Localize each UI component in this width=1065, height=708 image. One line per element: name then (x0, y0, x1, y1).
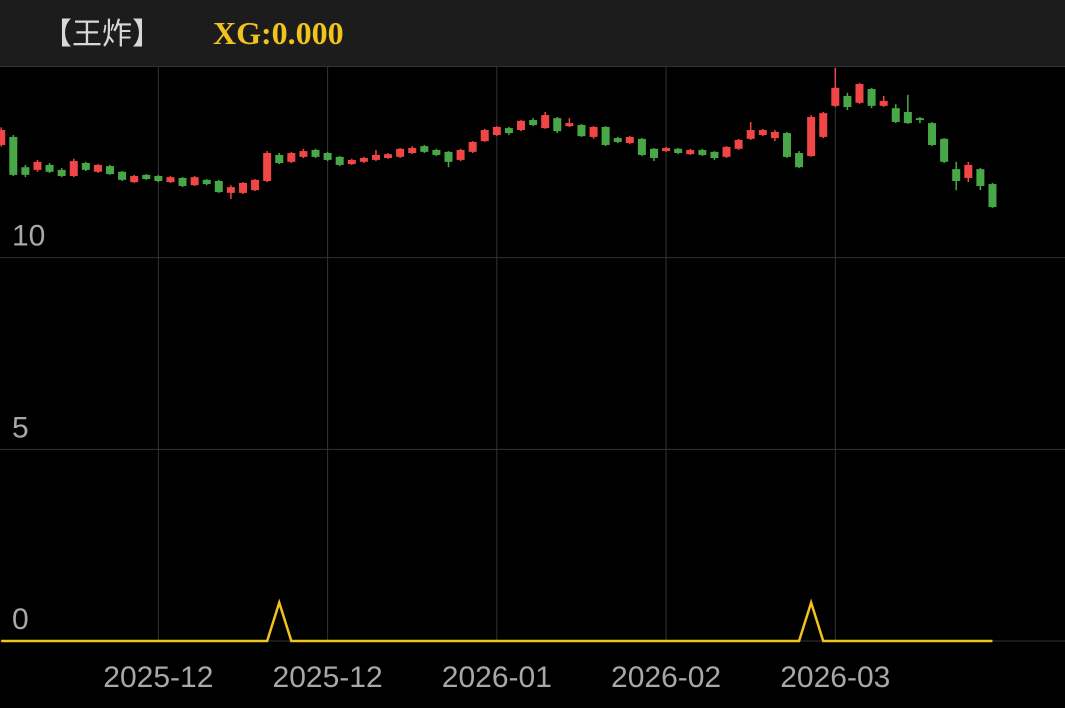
candle-body (69, 161, 78, 177)
candle-body (299, 151, 308, 157)
candle-body (384, 154, 393, 158)
header-bar (0, 0, 1065, 66)
candle-body (674, 148, 683, 154)
candle-body (202, 179, 211, 185)
candle-body (166, 177, 175, 183)
candle-body (275, 154, 284, 163)
candle-body (45, 164, 54, 172)
candle-body (928, 123, 937, 145)
candle-body (396, 148, 405, 157)
indicator-title: 【王炸】 (42, 18, 162, 51)
candle-body (734, 139, 743, 149)
candle-body (637, 138, 646, 155)
candle-body (492, 126, 501, 135)
candle-body (432, 149, 441, 155)
candle-body (976, 169, 985, 186)
candle-body (867, 89, 876, 106)
candle-body (952, 169, 961, 181)
candle-body (420, 146, 429, 152)
candle-body (190, 177, 199, 186)
candle-body (21, 167, 30, 175)
candle-body (795, 153, 804, 168)
candle-body (444, 151, 453, 162)
candle-body (940, 138, 949, 162)
candle-body (263, 153, 272, 181)
candle-body (589, 126, 598, 137)
candle-body (662, 148, 671, 152)
candle-body (565, 123, 574, 127)
candle-body (915, 118, 924, 121)
candle-body (456, 149, 465, 160)
candle-body (891, 108, 900, 122)
candle-body (625, 136, 634, 144)
candle-body (964, 164, 973, 178)
candle-body (698, 149, 707, 155)
candle-body (577, 125, 586, 137)
candle-body (613, 138, 622, 142)
candle-body (226, 187, 235, 193)
x-tick-label: 2026-03 (780, 661, 890, 694)
candle-body (142, 174, 151, 180)
candle-body (782, 133, 791, 157)
candle-body (722, 146, 731, 157)
candle-body (903, 112, 912, 124)
candle-body (118, 171, 127, 180)
candle-body (106, 166, 115, 175)
candle-body (287, 153, 296, 162)
candle-body (601, 126, 610, 145)
candle-body (9, 136, 18, 175)
candle-body (517, 120, 526, 131)
y-tick-label: 10 (12, 220, 45, 253)
candle-body (238, 182, 247, 193)
candle-body (347, 159, 356, 165)
candle-body (819, 113, 828, 137)
candle-body (323, 153, 332, 160)
candle-body (408, 148, 417, 154)
candle-body (807, 116, 816, 157)
y-tick-label: 0 (12, 603, 29, 636)
candle-body (541, 115, 550, 129)
candle-body (710, 151, 719, 158)
candle-body (746, 130, 755, 139)
candle-body (335, 156, 344, 165)
candle-body (529, 120, 538, 126)
candle-body (480, 130, 489, 142)
indicator-value: XG:0.000 (213, 15, 344, 51)
candle-body (93, 164, 102, 172)
candle-body (504, 128, 513, 134)
indicator-line (1, 598, 993, 643)
candle-body (154, 176, 163, 181)
candle-body (686, 149, 695, 155)
candle-body (251, 179, 260, 191)
candle-body (0, 130, 6, 145)
x-tick-label: 2026-01 (442, 661, 552, 694)
candle-body (130, 176, 139, 183)
candle-body (855, 84, 864, 103)
candle-body (371, 154, 380, 160)
candle-body (770, 131, 779, 139)
candle-body (649, 148, 658, 158)
candle-body (553, 118, 562, 132)
x-tick-label: 2025-12 (103, 661, 213, 694)
candle-body (33, 161, 42, 170)
candle-body (879, 100, 888, 106)
candle-body (311, 149, 320, 157)
candle-body (831, 87, 840, 106)
candle-body (843, 95, 852, 108)
candle-body (359, 158, 368, 162)
candle-body (468, 141, 477, 152)
candle-body (214, 181, 223, 193)
candle-body (758, 130, 767, 135)
candle-body (57, 169, 66, 177)
x-tick-label: 2025-12 (273, 661, 383, 694)
candle-body (988, 184, 997, 208)
y-tick-label: 5 (12, 411, 29, 444)
candle-body (81, 162, 90, 170)
x-tick-label: 2026-02 (611, 661, 721, 694)
candle-body (178, 177, 187, 186)
